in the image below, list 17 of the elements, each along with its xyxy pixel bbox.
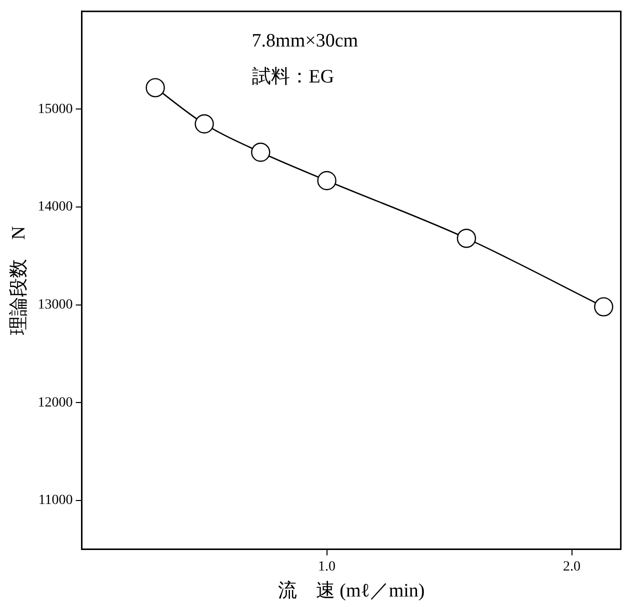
point bbox=[456, 228, 476, 248]
y-tick-label: 13000 bbox=[38, 298, 73, 313]
point bbox=[194, 114, 214, 134]
point bbox=[251, 142, 270, 162]
x-tick-label: 2.0 bbox=[563, 559, 581, 574]
point bbox=[317, 171, 336, 190]
y-tick-label: 11000 bbox=[38, 493, 73, 508]
annotation: 7.8mm×30cm bbox=[252, 30, 358, 52]
y-tick-label: 14000 bbox=[38, 200, 73, 215]
x-tick-label: 1.0 bbox=[318, 559, 336, 574]
point bbox=[594, 297, 614, 316]
point bbox=[146, 78, 165, 98]
y-axis-title: 理論段数 N bbox=[8, 226, 30, 335]
annotation: 試料：EG bbox=[252, 66, 334, 88]
y-tick-label: 15000 bbox=[38, 102, 73, 117]
y-tick-label: 12000 bbox=[38, 395, 73, 410]
x-axis-title: 流 速 (mℓ／min) bbox=[278, 580, 425, 602]
